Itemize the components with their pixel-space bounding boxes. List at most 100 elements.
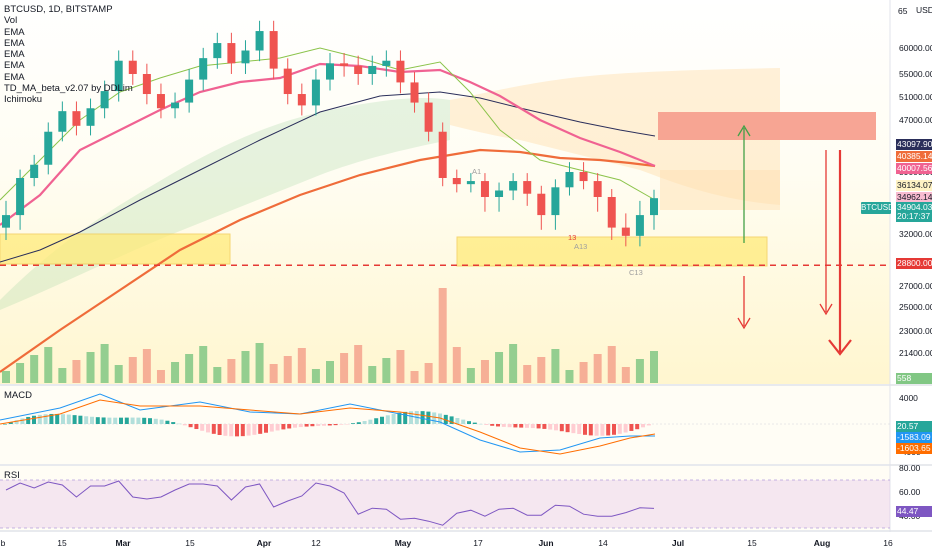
volume-bar xyxy=(410,371,419,383)
macd-histogram-bar xyxy=(229,424,234,437)
annotation-13: 13 xyxy=(568,233,576,242)
macd-histogram-bar xyxy=(385,415,390,424)
volume-bar xyxy=(30,355,39,383)
macd-histogram-bar xyxy=(600,424,605,436)
candle-body xyxy=(311,79,320,106)
macd-value-tag: 20.57 xyxy=(896,421,932,432)
macd-histogram-bar xyxy=(496,424,500,427)
candle-body xyxy=(114,60,123,92)
ema-long-line xyxy=(0,148,656,373)
ema-100-line xyxy=(0,91,656,263)
time-tick-label: 14 xyxy=(598,538,608,548)
time-tick-label: Jun xyxy=(538,538,553,548)
macd-histogram-bar xyxy=(513,424,518,428)
macd-title[interactable]: MACD xyxy=(4,390,32,401)
candle-body xyxy=(142,74,151,95)
macd-histogram-bar xyxy=(391,413,396,424)
volume-bar xyxy=(156,370,165,383)
price-level-tag: 36134.07 xyxy=(896,180,932,191)
currency-label: USD xyxy=(916,5,932,15)
macd-histogram-bar xyxy=(66,414,71,424)
legend-indicator-ema[interactable]: EMA xyxy=(4,26,25,38)
legend-indicator-vol[interactable]: Vol xyxy=(4,15,18,27)
macd-histogram-bar xyxy=(159,419,164,424)
macd-histogram-bar xyxy=(501,424,506,427)
volume-bar xyxy=(326,361,334,383)
volume-bar xyxy=(283,356,292,383)
down-arrow-1-head xyxy=(737,317,751,330)
candle-body xyxy=(16,178,25,216)
legend-indicator-ema[interactable]: EMA xyxy=(4,37,25,49)
macd-histogram-bar xyxy=(211,424,216,434)
legend-indicator-ema[interactable]: EMA xyxy=(4,60,25,72)
macd-histogram-bar xyxy=(438,413,442,424)
macd-histogram-bar xyxy=(612,424,616,435)
volume-bar xyxy=(185,354,194,383)
time-tick-label: Aug xyxy=(814,538,831,548)
volume-bar xyxy=(72,360,81,383)
candle-body xyxy=(58,111,67,132)
macd-histogram-bar xyxy=(420,411,425,424)
candle-body xyxy=(565,172,574,188)
rsi-tick-label: 60.00 xyxy=(899,487,921,497)
macd-histogram-bar xyxy=(223,424,228,436)
macd-tick-label: 4000 xyxy=(899,393,918,403)
macd-histogram-bar xyxy=(310,424,315,427)
rsi-title[interactable]: RSI xyxy=(4,470,20,481)
macd-histogram-bar xyxy=(536,424,541,429)
candle-body xyxy=(2,215,10,228)
macd-histogram-bar xyxy=(490,424,495,426)
candle-body xyxy=(410,82,419,103)
annotation-a13: A13 xyxy=(574,242,587,251)
volume-bar xyxy=(650,351,658,383)
candle-body xyxy=(509,181,518,191)
legend-indicator-td-ma[interactable]: TD_MA_beta_v2.07 by DDLim xyxy=(4,83,133,95)
macd-histogram-bar xyxy=(293,424,297,428)
macd-histogram-bar xyxy=(403,411,408,424)
time-tick-label: 12 xyxy=(311,538,321,548)
legend-indicator-ema[interactable]: EMA xyxy=(4,71,25,83)
time-tick-label: Apr xyxy=(257,538,272,548)
candle-body xyxy=(537,193,546,216)
candle-body xyxy=(30,164,39,179)
rsi-pane-background xyxy=(0,466,890,530)
macd-histogram-bar xyxy=(304,424,309,427)
volume-bar xyxy=(354,345,363,383)
macd-histogram-bar xyxy=(101,417,106,424)
candle-body xyxy=(438,131,447,179)
volume-bar xyxy=(509,344,518,383)
volume-bar xyxy=(579,362,588,383)
macd-histogram-bar xyxy=(356,422,361,424)
volume-bar xyxy=(340,353,349,383)
candle-body xyxy=(255,31,264,51)
macd-histogram-bar xyxy=(519,424,524,428)
volume-bar xyxy=(114,365,123,383)
target-zone xyxy=(658,112,876,140)
macd-histogram-bar xyxy=(484,424,489,425)
macd-histogram-bar xyxy=(124,417,129,424)
macd-value-tag: -1603.65 xyxy=(896,443,932,454)
macd-histogram-bar xyxy=(252,424,257,435)
candle-body xyxy=(382,60,391,66)
price-level-tag: 20:17:37 xyxy=(896,211,932,222)
macd-histogram-bar xyxy=(95,417,100,424)
candle-body xyxy=(227,43,236,64)
candle-body xyxy=(171,102,180,109)
macd-histogram-bar xyxy=(583,424,587,435)
candle-body xyxy=(100,91,109,109)
macd-histogram-bar xyxy=(623,424,628,433)
macd-histogram-bar xyxy=(165,420,170,424)
macd-histogram-bar xyxy=(617,424,622,434)
volume-bar xyxy=(16,363,25,383)
volume-bar xyxy=(311,369,320,383)
legend-indicator-ema[interactable]: EMA xyxy=(4,49,25,61)
ema-short-line xyxy=(0,47,656,201)
legend-indicator-ichimoku[interactable]: Ichimoku xyxy=(4,94,43,106)
price-tick-label: 27000.00 xyxy=(899,281,932,291)
macd-histogram-bar xyxy=(107,417,112,424)
macd-histogram-bar xyxy=(629,424,634,431)
macd-histogram-bar xyxy=(467,421,471,424)
macd-histogram-bar xyxy=(26,416,31,424)
legend-symbol[interactable]: BTCUSD, 1D, BITSTAMP xyxy=(4,4,113,15)
